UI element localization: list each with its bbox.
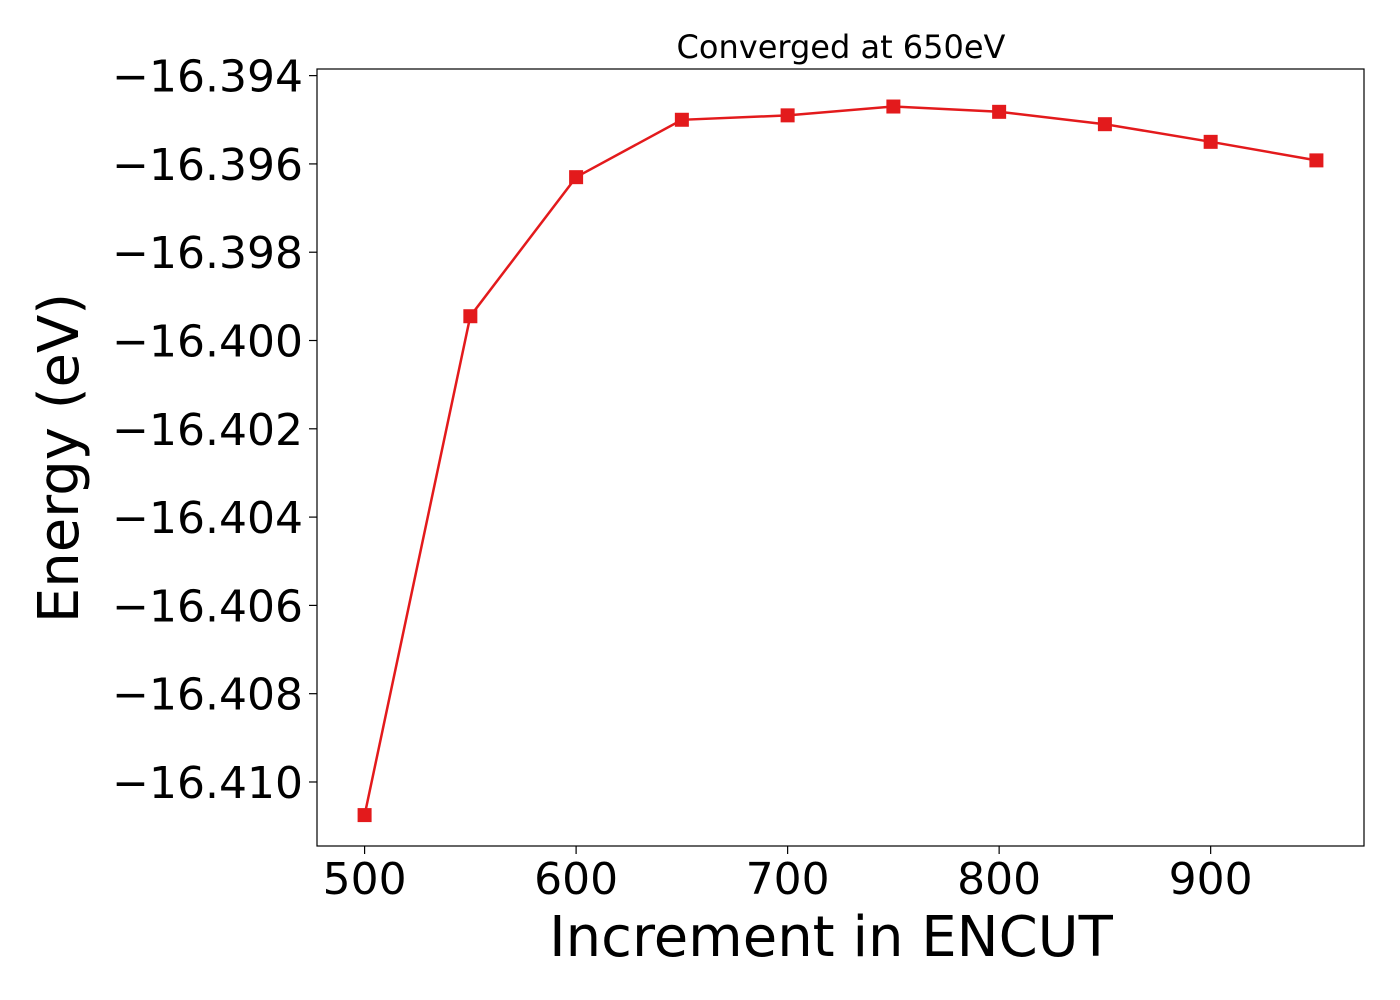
series-layer: [357, 99, 1324, 823]
x-tick-label: 800: [957, 854, 1041, 905]
data-point-marker: [674, 112, 689, 127]
y-tick-label: −16.394: [112, 52, 303, 103]
x-tick-label: 500: [323, 854, 407, 905]
y-tick-label: −16.404: [112, 493, 303, 544]
y-tick-label: −16.402: [112, 405, 303, 456]
y-axis-title: Energy (eV): [27, 293, 92, 623]
y-tick-label: −16.408: [112, 670, 303, 721]
x-tick-label: 700: [746, 854, 830, 905]
x-tick-label: 900: [1169, 854, 1253, 905]
data-point-marker: [780, 108, 795, 123]
y-tick-label: −16.400: [112, 317, 303, 368]
data-point-marker: [463, 309, 478, 324]
series-line: [363, 105, 1317, 816]
y-tick-label: −16.406: [112, 581, 303, 632]
y-axis: −16.394 −16.396 −16.398 −16.400 −16.402 −16.4…: [112, 52, 317, 809]
y-tick-label: −16.398: [112, 228, 303, 279]
y-tick-label: −16.410: [112, 758, 303, 809]
data-point-marker: [992, 104, 1007, 119]
data-point-marker: [886, 99, 901, 114]
data-point-marker: [1203, 134, 1218, 149]
x-axis-title: Increment in ENCUT: [549, 905, 1114, 970]
x-axis: 500 600 700 800 900: [323, 846, 1253, 905]
y-tick-label: −16.396: [112, 140, 303, 191]
data-point-marker: [1097, 117, 1112, 132]
plot-frame: [316, 68, 1365, 847]
data-point-marker: [1309, 153, 1324, 168]
data-point-marker: [569, 170, 584, 185]
data-point-marker: [357, 808, 372, 823]
x-tick-label: 600: [534, 854, 618, 905]
chart-title: Converged at 650eV: [677, 28, 1006, 66]
